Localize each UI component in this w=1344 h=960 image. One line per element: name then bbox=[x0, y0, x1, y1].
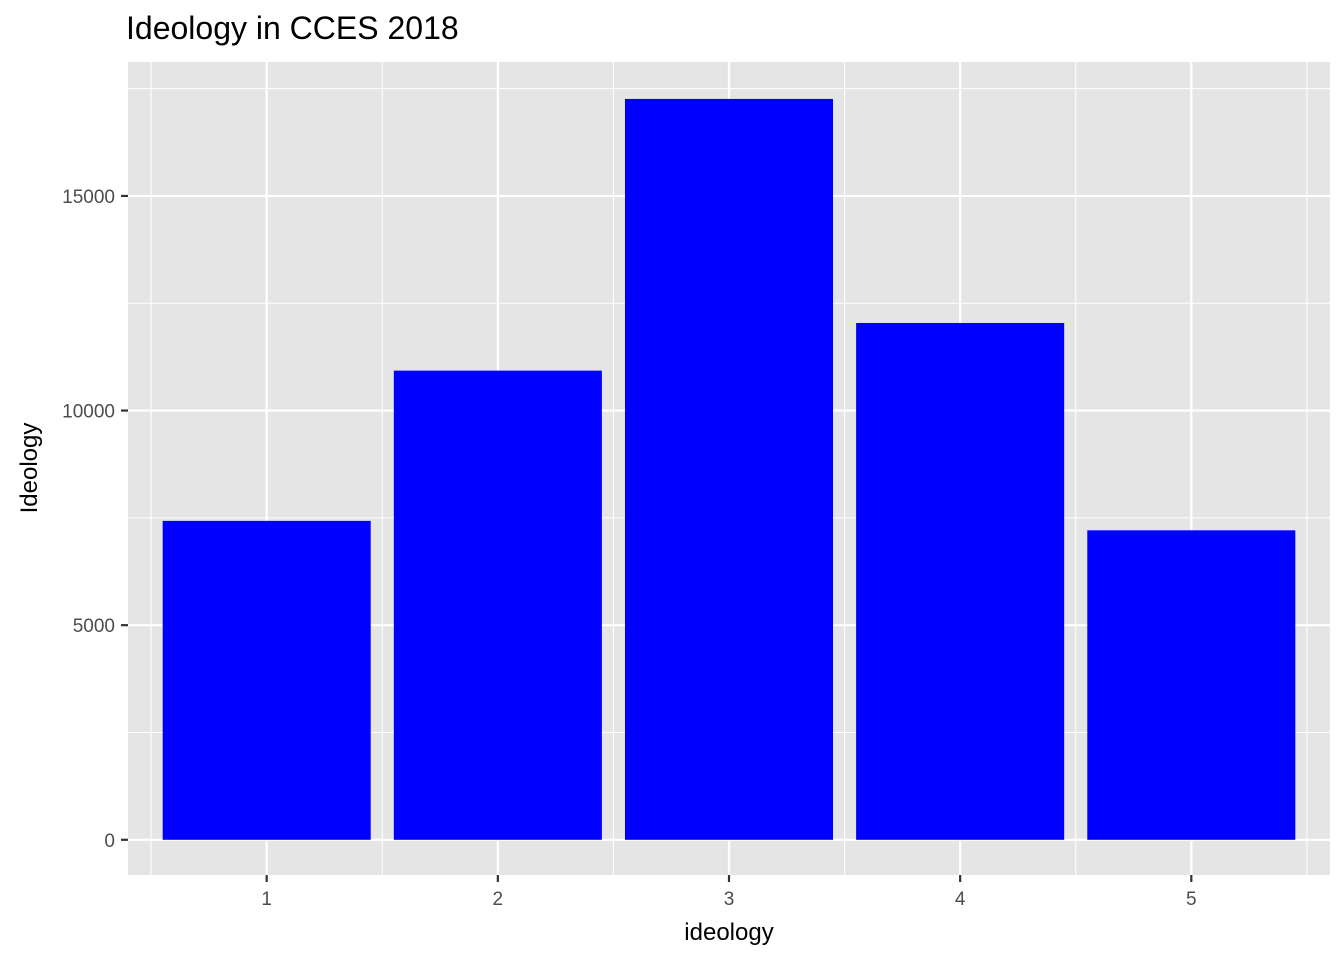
y-axis: 0 5000 10000 15000 bbox=[62, 187, 128, 852]
x-tick-label: 4 bbox=[955, 889, 966, 910]
bar-3 bbox=[624, 98, 834, 840]
x-tick-label: 2 bbox=[493, 889, 504, 910]
y-tick-label: 10000 bbox=[62, 402, 115, 423]
y-tick-label: 15000 bbox=[62, 187, 115, 208]
bar-1 bbox=[162, 520, 371, 840]
x-axis: 1 2 3 4 5 bbox=[261, 875, 1197, 910]
bars bbox=[162, 98, 1296, 840]
chart-title: Ideology in CCES 2018 bbox=[126, 10, 459, 46]
y-tick-label: 5000 bbox=[73, 616, 115, 637]
x-axis-title: ideology bbox=[684, 919, 773, 946]
y-tick-label: 0 bbox=[104, 831, 115, 852]
x-tick-label: 5 bbox=[1186, 889, 1197, 910]
x-tick-label: 3 bbox=[724, 889, 735, 910]
bar-5 bbox=[1087, 530, 1296, 840]
bar-2 bbox=[393, 370, 602, 840]
y-axis-title: Ideology bbox=[16, 423, 43, 514]
bar-4 bbox=[856, 322, 1065, 840]
x-tick-label: 1 bbox=[261, 889, 272, 910]
